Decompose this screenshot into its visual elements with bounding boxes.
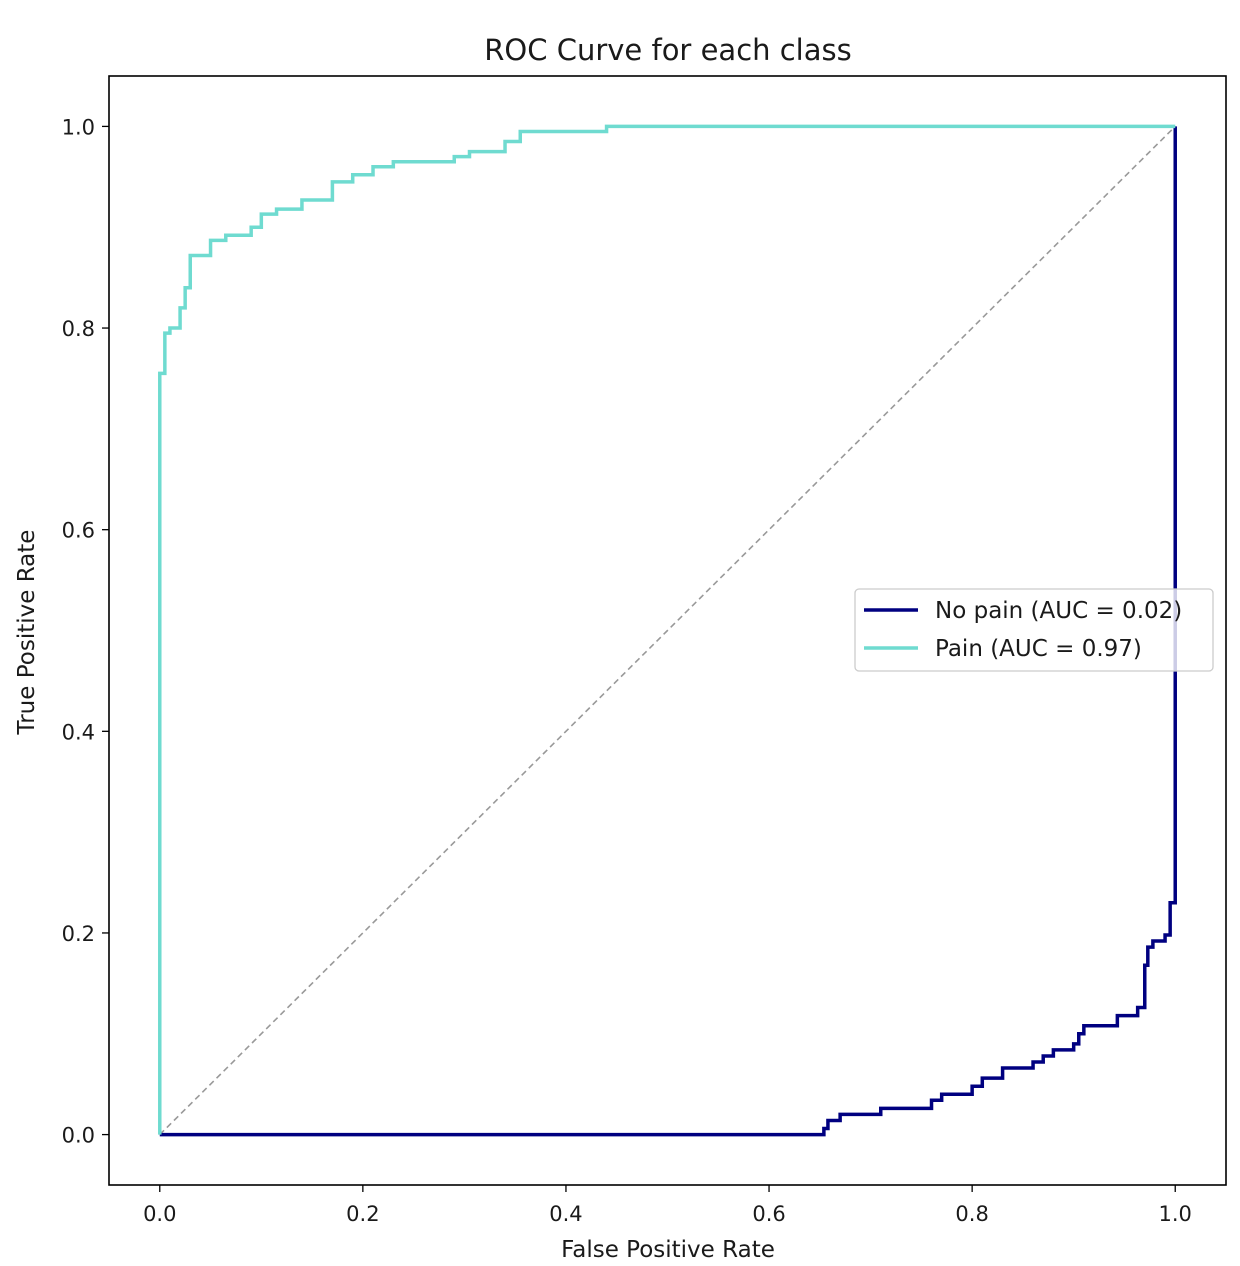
x-tick-label: 0.2: [346, 1202, 379, 1226]
chance-diagonal-line: [159, 125, 1176, 1136]
y-tick-label: 0.2: [62, 922, 95, 946]
legend: No pain (AUC = 0.02) Pain (AUC = 0.97): [854, 588, 1214, 672]
legend-label-no-pain: No pain (AUC = 0.02): [935, 598, 1182, 624]
x-tick-label: 1.0: [1159, 1202, 1192, 1226]
chart-title: ROC Curve for each class: [484, 33, 851, 67]
x-tick-label: 0.8: [955, 1202, 988, 1226]
x-tick-label: 0.4: [549, 1202, 582, 1226]
x-tick-label: 0.0: [143, 1202, 176, 1226]
plot-frame: [108, 75, 1227, 1186]
x-tick-label: 0.6: [752, 1202, 785, 1226]
series-layer: [158, 124, 1177, 1137]
y-axis: 0.0 0.2 0.4 0.6 0.8 1.0: [62, 115, 109, 1148]
y-tick-label: 1.0: [62, 115, 95, 139]
y-tick-label: 0.8: [62, 317, 95, 341]
y-tick-label: 0.6: [62, 519, 95, 543]
pain-roc-line: [158, 124, 1176, 1135]
y-tick-label: 0.4: [62, 720, 95, 744]
y-tick-label: 0.0: [62, 1124, 95, 1148]
y-axis-label: True Positive Rate: [14, 530, 40, 736]
legend-label-pain: Pain (AUC = 0.97): [935, 636, 1142, 662]
x-axis-label: False Positive Rate: [561, 1237, 775, 1263]
no-pain-roc-line: [159, 126, 1177, 1137]
legend-box: [854, 588, 1214, 672]
x-axis: 0.0 0.2 0.4 0.6 0.8 1.0: [143, 1185, 1192, 1226]
